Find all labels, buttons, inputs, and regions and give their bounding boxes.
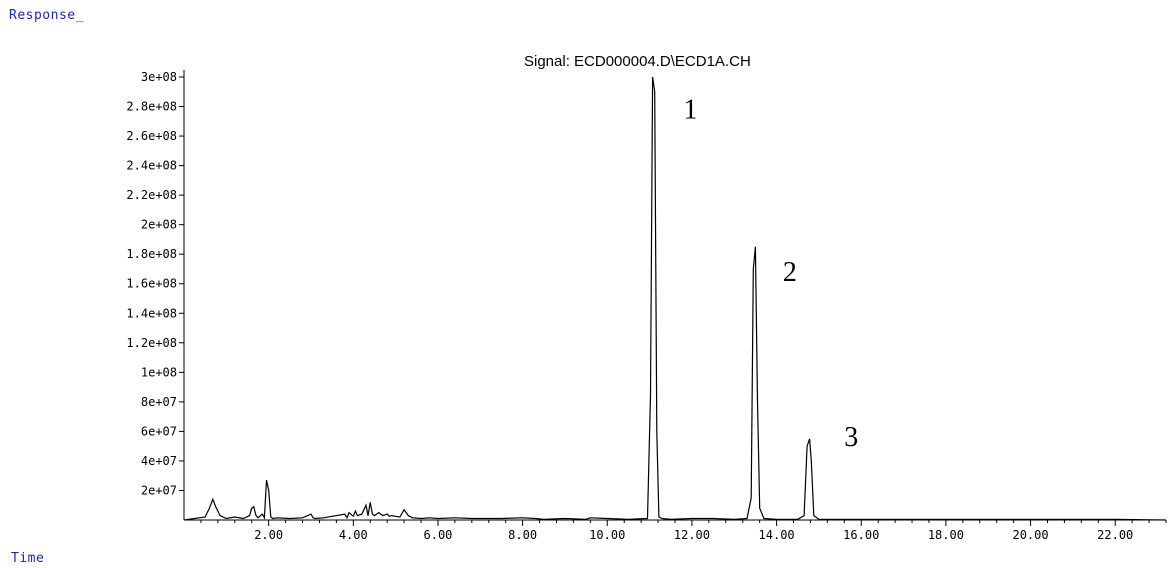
x-tick-label: 16.00 (843, 528, 879, 542)
y-tick-label: 1.8e+08 (126, 247, 177, 261)
x-tick-label: 12.00 (674, 528, 710, 542)
peak-label: 1 (683, 94, 697, 125)
y-tick-label: 2.2e+08 (126, 188, 177, 202)
y-tick-label: 8e+07 (141, 395, 177, 409)
y-tick-label: 1.6e+08 (126, 277, 177, 291)
y-tick-label: 1e+08 (141, 365, 177, 379)
x-tick-label: 14.00 (759, 528, 795, 542)
x-axis-title: Time (11, 551, 45, 566)
y-tick-label: 3e+08 (141, 70, 177, 84)
x-tick-label: 20.00 (1012, 528, 1048, 542)
y-ticks: 2e+07 4e+07 6e+07 8e+07 1e+08 1.2e+08 1.4e+08 1… (126, 70, 184, 497)
y-axis-title: Response_ (9, 8, 84, 23)
x-tick-label: 6.00 (424, 528, 453, 542)
x-tick-label: 8.00 (508, 528, 537, 542)
peak-label: 2 (783, 257, 797, 288)
y-tick-label: 1.2e+08 (126, 336, 177, 350)
signal-trace (183, 76, 1167, 521)
x-tick-label: 10.00 (589, 528, 625, 542)
y-tick-label: 1.4e+08 (126, 306, 177, 320)
chart-title: Signal: ECD000004.D\ECD1A.CH (524, 53, 751, 70)
x-ticks: 2.00 4.00 6.00 8.00 10.00 12.00 14.00 16.00 18.0… (200, 520, 1167, 542)
y-tick-label: 2.4e+08 (126, 159, 177, 173)
y-tick-label: 2e+08 (141, 218, 177, 232)
x-tick-label: 4.00 (339, 528, 368, 542)
x-tick-label: 2.00 (254, 528, 283, 542)
x-tick-label: 18.00 (928, 528, 964, 542)
peak-labels: 1 2 3 (683, 94, 858, 453)
y-tick-label: 4e+07 (141, 454, 177, 468)
x-tick-label: 22.00 (1097, 528, 1133, 542)
y-tick-label: 6e+07 (141, 424, 177, 438)
peak-label: 3 (844, 422, 858, 453)
y-tick-label: 2e+07 (141, 483, 177, 497)
y-tick-label: 2.8e+08 (126, 100, 177, 114)
y-tick-label: 2.6e+08 (126, 129, 177, 143)
